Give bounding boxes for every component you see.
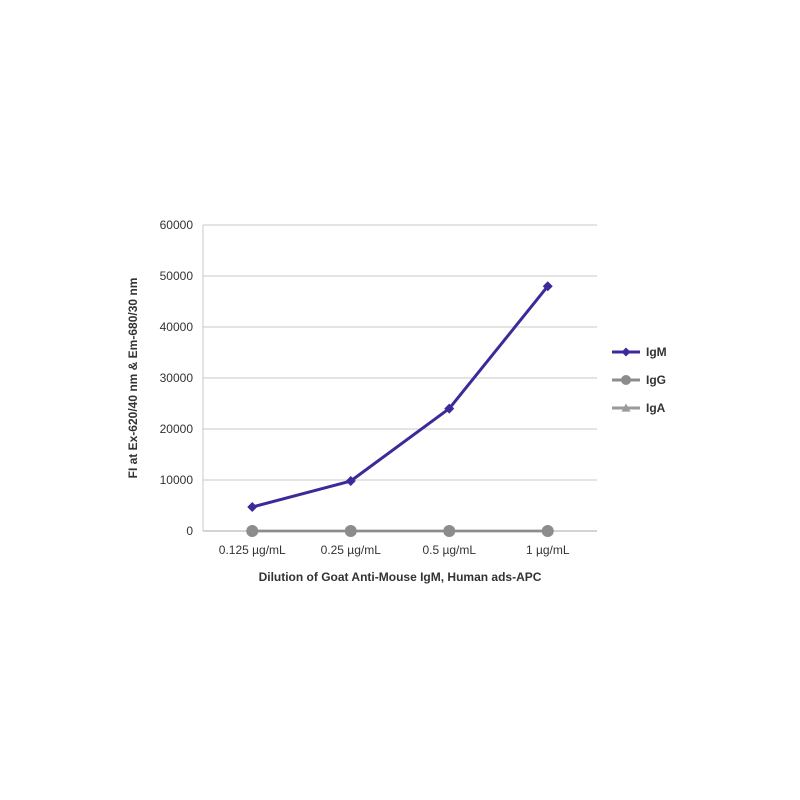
series-group: [246, 281, 554, 537]
x-axis: 0.125 µg/mL 0.25 µg/mL 0.5 µg/mL 1 µg/mL: [219, 543, 570, 557]
legend-marker: [621, 347, 631, 357]
y-tick-label: 0: [186, 524, 193, 538]
y-tick-label: 10000: [160, 473, 194, 487]
gridlines: [202, 224, 597, 532]
x-tick-label: 1 µg/mL: [526, 543, 570, 557]
legend-item-igg: IgG: [612, 373, 666, 387]
x-tick-label: 0.25 µg/mL: [321, 543, 382, 557]
legend-item-igm: IgM: [612, 345, 667, 359]
y-tick-label: 30000: [160, 371, 194, 385]
data-point-igg: [541, 525, 554, 537]
legend-label: IgM: [646, 345, 667, 359]
data-point-igm: [345, 476, 356, 487]
legend-label: IgG: [646, 373, 666, 387]
x-tick-label: 0.125 µg/mL: [219, 543, 286, 557]
series-igg: [246, 525, 554, 537]
data-point-igm: [247, 502, 258, 513]
y-tick-label: 20000: [160, 422, 194, 436]
legend: IgM IgG IgA: [612, 345, 667, 415]
legend-label: IgA: [646, 401, 666, 415]
y-tick-label: 60000: [160, 218, 194, 232]
data-point-igg: [443, 525, 456, 537]
y-axis-ticks: 0 10000 20000 30000 40000 50000 60000: [160, 218, 194, 538]
data-point-igm: [542, 281, 553, 292]
legend-item-iga: IgA: [612, 401, 666, 415]
data-point-igg: [344, 525, 357, 537]
data-point-igg: [246, 525, 259, 537]
series-igm: [247, 281, 553, 513]
data-point-igm: [444, 403, 455, 414]
y-tick-label: 40000: [160, 320, 194, 334]
series-line-igm: [251, 285, 549, 509]
y-axis-title: FI at Ex-620/40 nm & Em-680/30 nm: [126, 278, 140, 479]
x-axis-title: Dilution of Goat Anti-Mouse IgM, Human a…: [259, 570, 542, 584]
legend-marker: [621, 403, 631, 412]
x-tick-label: 0.5 µg/mL: [422, 543, 476, 557]
legend-marker: [621, 375, 631, 385]
y-tick-label: 50000: [160, 269, 194, 283]
